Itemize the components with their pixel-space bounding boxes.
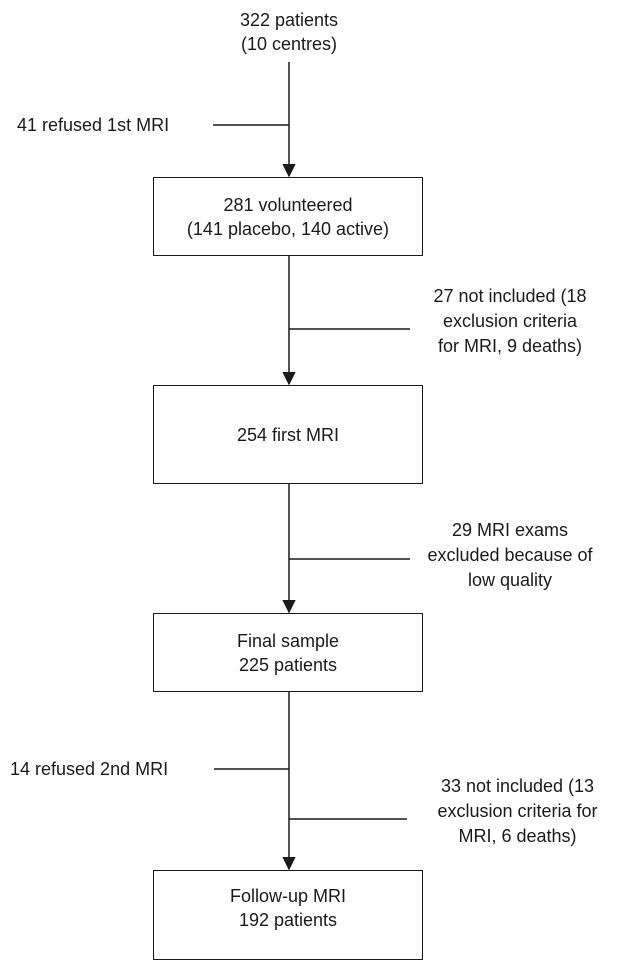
exclusion-line-3: MRI, 6 deaths) (458, 826, 577, 846)
exclusion-line-1: 33 not included (13 (440, 776, 595, 796)
box-line-2: (141 placebo, 140 active) (186, 218, 390, 239)
exclusion-text: 41 refused 1st MRI (17, 115, 170, 135)
box-line-2: 192 patients (238, 910, 338, 930)
exclusion-line-2: exclusion criteria for (437, 801, 598, 821)
exclusion-line-3: for MRI, 9 deaths) (437, 336, 583, 356)
exclusion-refused-second-mri: 14 refused 2nd MRI (10, 757, 215, 782)
box-line-1: Follow-up MRI (229, 886, 347, 906)
exclusion-line-1: 27 not included (18 (433, 286, 587, 306)
box-line-1: 281 volunteered (223, 194, 353, 215)
box-volunteered: 281 volunteered (141 placebo, 140 active… (153, 177, 423, 256)
exclusion-not-included-2: 33 not included (13 exclusion criteria f… (405, 774, 630, 849)
box-line-1: Final sample (236, 630, 340, 651)
box-line-2: 225 patients (238, 654, 338, 675)
exclusion-line-2: excluded because of (427, 545, 593, 565)
exclusion-refused-first-mri: 41 refused 1st MRI (17, 113, 217, 138)
exclusion-text: 14 refused 2nd MRI (10, 759, 169, 779)
exclusion-line-1: 29 MRI exams (451, 520, 569, 540)
start-node: 322 patients (10 centres) (219, 8, 359, 56)
exclusion-low-quality: 29 MRI exams excluded because of low qua… (410, 518, 610, 593)
start-line-2: (10 centres) (240, 34, 338, 54)
box-follow-up-mri: Follow-up MRI 192 patients (153, 870, 423, 960)
exclusion-not-included-1: 27 not included (18 exclusion criteria f… (400, 284, 620, 359)
exclusion-line-2: exclusion criteria (442, 311, 578, 331)
start-line-1: 322 patients (239, 10, 339, 30)
exclusion-line-3: low quality (467, 570, 553, 590)
box-first-mri: 254 first MRI (153, 385, 423, 484)
box-line-1: 254 first MRI (236, 424, 340, 445)
box-final-sample: Final sample 225 patients (153, 613, 423, 692)
